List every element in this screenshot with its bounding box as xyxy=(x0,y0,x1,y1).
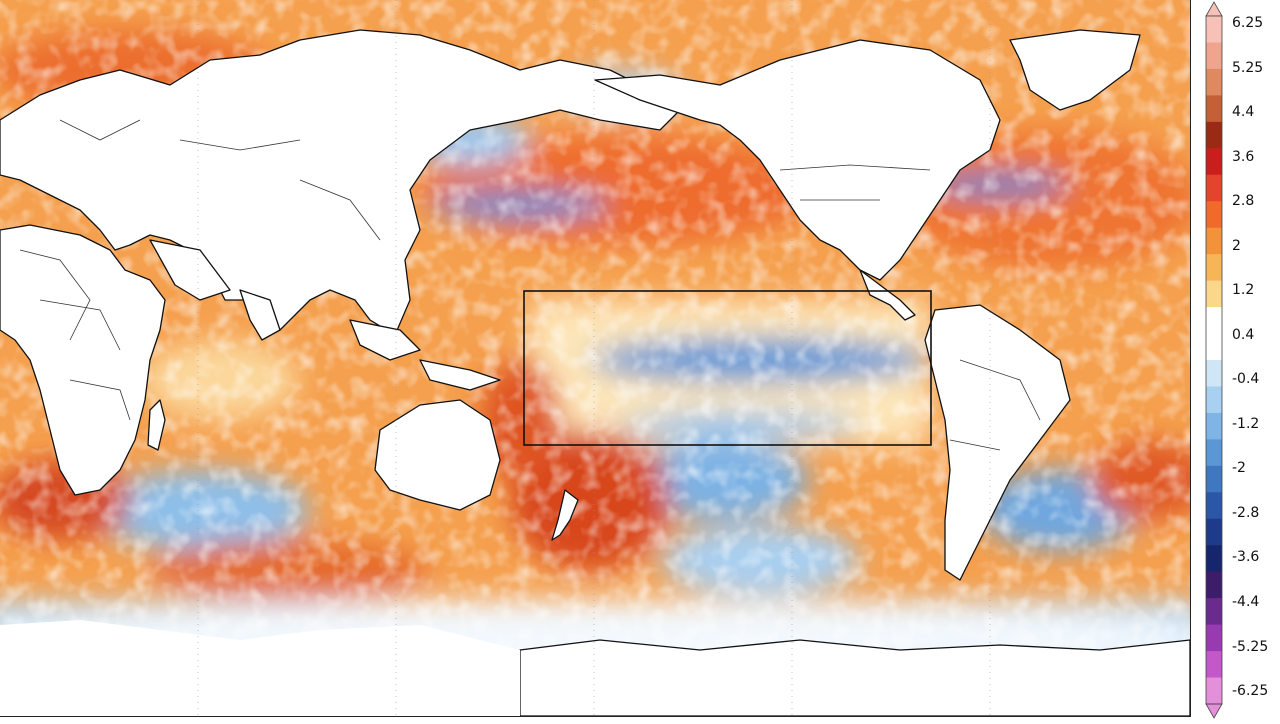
colorbar-swatch xyxy=(1206,545,1222,573)
colorbar-tick-label: -3.6 xyxy=(1232,549,1260,566)
colorbar-swatch xyxy=(1206,465,1222,493)
colorbar-swatch xyxy=(1206,201,1222,229)
colorbar-swatch xyxy=(1206,677,1222,705)
colorbar-swatch xyxy=(1206,68,1222,96)
colorbar-swatch xyxy=(1206,624,1222,652)
sst-anomaly-map xyxy=(0,0,1191,717)
colorbar-swatch xyxy=(1206,174,1222,202)
colorbar-tick-label: -1.2 xyxy=(1232,415,1260,432)
colorbar-swatch xyxy=(1206,254,1222,282)
colorbar-swatch xyxy=(1206,518,1222,546)
colorbar: 6.25 5.25 4.4 3.6 2.8 2 1.2 0.4 -0.4 -1.2 -2 -2.8 -3… xyxy=(1198,0,1280,720)
colorbar-tick-label: -2.8 xyxy=(1232,504,1260,521)
colorbar-swatch xyxy=(1206,42,1222,70)
colorbar-swatch xyxy=(1206,307,1222,335)
colorbar-tick-label: 4.4 xyxy=(1232,104,1255,121)
colorbar-swatch xyxy=(1206,16,1222,44)
colorbar-swatch xyxy=(1206,439,1222,467)
colorbar-swatch xyxy=(1206,227,1222,255)
colorbar-tick-label: -0.4 xyxy=(1232,371,1260,388)
colorbar-swatch xyxy=(1206,386,1222,414)
colorbar-tick-label: -4.4 xyxy=(1232,593,1260,610)
colorbar-swatch xyxy=(1206,95,1222,123)
colorbar-swatch xyxy=(1206,360,1222,388)
colorbar-swatch xyxy=(1206,598,1222,626)
colorbar-tick-label: 0.4 xyxy=(1232,326,1255,343)
colorbar-swatch xyxy=(1206,412,1222,440)
colorbar-swatch xyxy=(1206,148,1222,176)
colorbar-swatch xyxy=(1206,280,1222,308)
colorbar-swatch xyxy=(1206,651,1222,679)
political-borders xyxy=(19,119,1041,451)
colorbar-tick-label: 3.6 xyxy=(1232,148,1255,165)
colorbar-swatch xyxy=(1206,571,1222,599)
colorbar-tick-label: 5.25 xyxy=(1232,59,1264,76)
colorbar-max-arrow xyxy=(1205,1,1223,17)
colorbar-swatch xyxy=(1206,333,1222,361)
colorbar-tick-label: 6.25 xyxy=(1232,15,1264,31)
land-masses xyxy=(0,29,1190,716)
colorbar-swatch xyxy=(1206,492,1222,520)
colorbar-tick-label: -5.25 xyxy=(1232,638,1269,655)
colorbar-tick-label: 2 xyxy=(1232,237,1241,254)
colorbar-swatch xyxy=(1206,121,1222,149)
colorbar-scale xyxy=(1205,1,1223,719)
map-canvas xyxy=(0,0,1190,716)
colorbar-tick-label: -2 xyxy=(1232,460,1246,477)
nino-region-box xyxy=(523,290,932,446)
colorbar-tick-label: 2.8 xyxy=(1232,193,1255,210)
colorbar-tick-label: 1.2 xyxy=(1232,282,1255,299)
colorbar-tick-label: -6.25 xyxy=(1232,683,1269,699)
colorbar-min-arrow xyxy=(1205,703,1223,719)
